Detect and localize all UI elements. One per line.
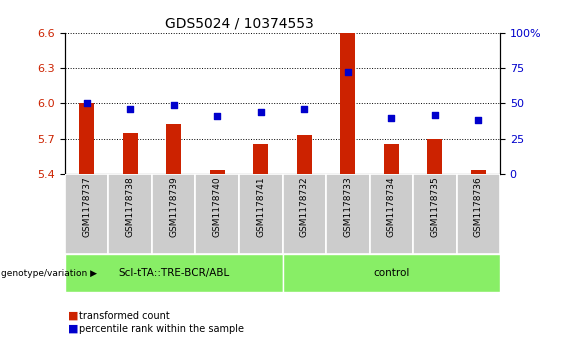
Bar (195, 174, 239, 254)
Text: GSM1178738: GSM1178738 (126, 177, 134, 237)
Bar (65, 254, 282, 292)
Bar (79, 103, 94, 174)
Bar (108, 174, 152, 254)
Bar (413, 174, 457, 254)
Text: Scl-tTA::TRE-BCR/ABL: Scl-tTA::TRE-BCR/ABL (118, 268, 229, 278)
Text: GSM1178735: GSM1178735 (431, 177, 439, 237)
Text: GSM1178740: GSM1178740 (213, 177, 221, 237)
Title: GDS5024 / 10374553: GDS5024 / 10374553 (164, 16, 314, 30)
Point (473, 118, 483, 123)
Point (212, 113, 221, 119)
Point (126, 106, 135, 112)
Bar (152, 174, 195, 254)
Point (386, 115, 396, 121)
Point (257, 109, 266, 115)
Text: GSM1178741: GSM1178741 (257, 177, 265, 237)
Text: GSM1178734: GSM1178734 (387, 177, 396, 237)
Bar (471, 170, 486, 174)
Bar (427, 139, 442, 174)
Bar (282, 254, 500, 292)
Bar (326, 174, 370, 254)
Text: ■: ■ (68, 311, 79, 321)
Text: genotype/variation ▶: genotype/variation ▶ (1, 269, 97, 278)
Text: control: control (373, 268, 410, 278)
Bar (166, 123, 181, 174)
Text: GSM1178736: GSM1178736 (474, 177, 483, 237)
Bar (457, 174, 500, 254)
Text: ■: ■ (68, 323, 79, 334)
Text: GSM1178739: GSM1178739 (170, 177, 178, 237)
Bar (340, 33, 355, 174)
Text: GSM1178737: GSM1178737 (82, 177, 91, 237)
Point (431, 112, 440, 118)
Text: GSM1178733: GSM1178733 (344, 177, 352, 237)
Text: GSM1178732: GSM1178732 (300, 177, 308, 237)
Bar (384, 143, 399, 174)
Bar (297, 135, 312, 174)
Bar (253, 143, 268, 174)
Bar (282, 174, 326, 254)
Point (82, 101, 92, 106)
Text: transformed count: transformed count (79, 311, 170, 321)
Bar (210, 170, 225, 174)
Point (299, 106, 308, 112)
Text: percentile rank within the sample: percentile rank within the sample (79, 323, 244, 334)
Point (170, 102, 179, 108)
Bar (65, 174, 108, 254)
Point (343, 69, 353, 75)
Bar (239, 174, 282, 254)
Bar (370, 174, 413, 254)
Bar (123, 133, 138, 174)
